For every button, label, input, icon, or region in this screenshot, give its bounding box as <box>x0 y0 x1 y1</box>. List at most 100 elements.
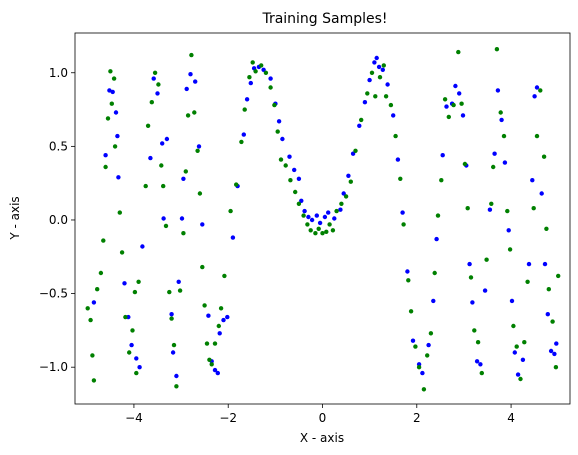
series-2-point-24 <box>152 70 158 76</box>
series-1-point-11 <box>137 365 142 370</box>
points-layer <box>85 47 561 392</box>
series-1-point-7 <box>122 281 127 286</box>
series-1-point-101 <box>509 298 515 304</box>
series-2-point-119 <box>505 208 510 214</box>
series-2-point-78 <box>343 194 349 199</box>
series-1-point-63 <box>346 173 351 178</box>
series-2-point-8 <box>105 116 111 121</box>
series-2-point-42 <box>202 303 207 308</box>
series-1-point-94 <box>482 288 488 293</box>
y-axis-label: Y - axis <box>8 196 22 240</box>
series-1-point-23 <box>179 216 185 221</box>
series-2-point-113 <box>484 257 489 262</box>
series-2-point-40 <box>197 191 203 196</box>
series-1-point-97 <box>495 88 501 93</box>
x-tick-label: −2 <box>219 411 237 425</box>
series-1-point-57 <box>317 220 323 226</box>
series-2-point-58 <box>263 70 269 76</box>
series-2-point-112 <box>479 370 484 376</box>
series-2-point-26 <box>159 163 164 168</box>
series-2-point-79 <box>348 179 353 184</box>
series-1-point-92 <box>474 359 480 364</box>
series-2-point-18 <box>132 289 138 295</box>
series-1-point-19 <box>169 312 174 317</box>
series-1-point-95 <box>487 207 493 212</box>
series-2-point-128 <box>538 88 543 93</box>
series-1-point-52 <box>299 198 304 203</box>
series-1-point-69 <box>374 55 379 61</box>
series-1-point-67 <box>367 77 372 83</box>
series-2-point-90 <box>398 176 403 181</box>
series-2-point-4 <box>95 287 100 292</box>
series-2-point-39 <box>195 148 200 153</box>
x-tick-label: 2 <box>413 411 421 425</box>
series-2-point-103 <box>446 114 451 120</box>
series-2-point-27 <box>161 183 166 189</box>
series-2-point-97 <box>425 353 430 358</box>
series-2-point-19 <box>134 370 139 376</box>
series-2-point-14 <box>119 250 125 255</box>
series-1-point-107 <box>532 94 537 99</box>
series-1-point-62 <box>341 191 346 196</box>
series-2-point-48 <box>218 306 224 311</box>
series-1-point-58 <box>322 214 328 220</box>
x-tick-label: 4 <box>507 411 515 425</box>
series-2-point-57 <box>259 63 264 68</box>
series-1-point-33 <box>215 370 220 376</box>
series-1-point-20 <box>170 350 176 355</box>
series-1-point-76 <box>405 269 410 274</box>
series-1-point-93 <box>478 362 483 367</box>
series-2-point-2 <box>90 353 95 358</box>
series-2-point-129 <box>541 154 547 159</box>
series-2-point-6 <box>101 238 106 243</box>
series-1-point-84 <box>444 104 449 109</box>
series-2-point-25 <box>156 82 161 87</box>
series-2-point-10 <box>109 101 115 106</box>
x-axis-label: X - axis <box>300 431 344 445</box>
series-1-point-104 <box>520 357 526 362</box>
series-1-point-29 <box>200 222 205 227</box>
series-1-point-13 <box>148 155 153 161</box>
series-1-point-66 <box>362 100 368 105</box>
series-1-point-91 <box>470 300 475 305</box>
series-2-point-38 <box>192 110 197 115</box>
series-2-point-130 <box>544 226 549 231</box>
y-tick-label: 0.0 <box>49 213 68 227</box>
series-1-point-39 <box>241 132 246 137</box>
series-1-point-30 <box>206 313 211 318</box>
series-1-point-34 <box>217 331 222 336</box>
series-1-point-12 <box>140 244 145 249</box>
series-2-point-0 <box>85 306 90 311</box>
series-1-point-111 <box>545 312 550 317</box>
series-2-point-65 <box>293 189 298 195</box>
series-1-point-113 <box>552 351 557 357</box>
series-2-point-64 <box>288 178 293 183</box>
series-2-point-37 <box>189 52 194 58</box>
series-2-point-108 <box>465 206 470 211</box>
series-1-point-80 <box>426 342 431 348</box>
series-1-point-49 <box>287 154 292 159</box>
series-1-point-79 <box>420 370 425 376</box>
series-2-point-109 <box>468 275 474 280</box>
series-2-point-83 <box>369 70 375 76</box>
series-2-point-69 <box>308 228 313 233</box>
series-1-point-35 <box>221 317 226 323</box>
y-tick-label: 1.0 <box>49 66 68 80</box>
series-2-point-133 <box>553 365 559 370</box>
series-2-point-99 <box>432 270 437 276</box>
series-1-point-17 <box>161 216 166 221</box>
series-2-point-81 <box>359 117 364 123</box>
series-1-point-98 <box>499 117 504 123</box>
series-1-point-27 <box>193 79 198 84</box>
series-1-point-103 <box>515 372 521 377</box>
series-2-point-106 <box>459 101 464 106</box>
series-1-point-15 <box>155 91 160 96</box>
series-2-point-93 <box>408 309 414 314</box>
series-2-point-127 <box>534 133 540 139</box>
series-2-point-84 <box>373 94 378 99</box>
series-1-point-110 <box>542 261 548 267</box>
chart-title: Training Samples! <box>261 11 387 27</box>
series-1-point-41 <box>248 80 253 86</box>
series-1-point-82 <box>434 236 439 242</box>
series-2-point-116 <box>494 47 500 52</box>
